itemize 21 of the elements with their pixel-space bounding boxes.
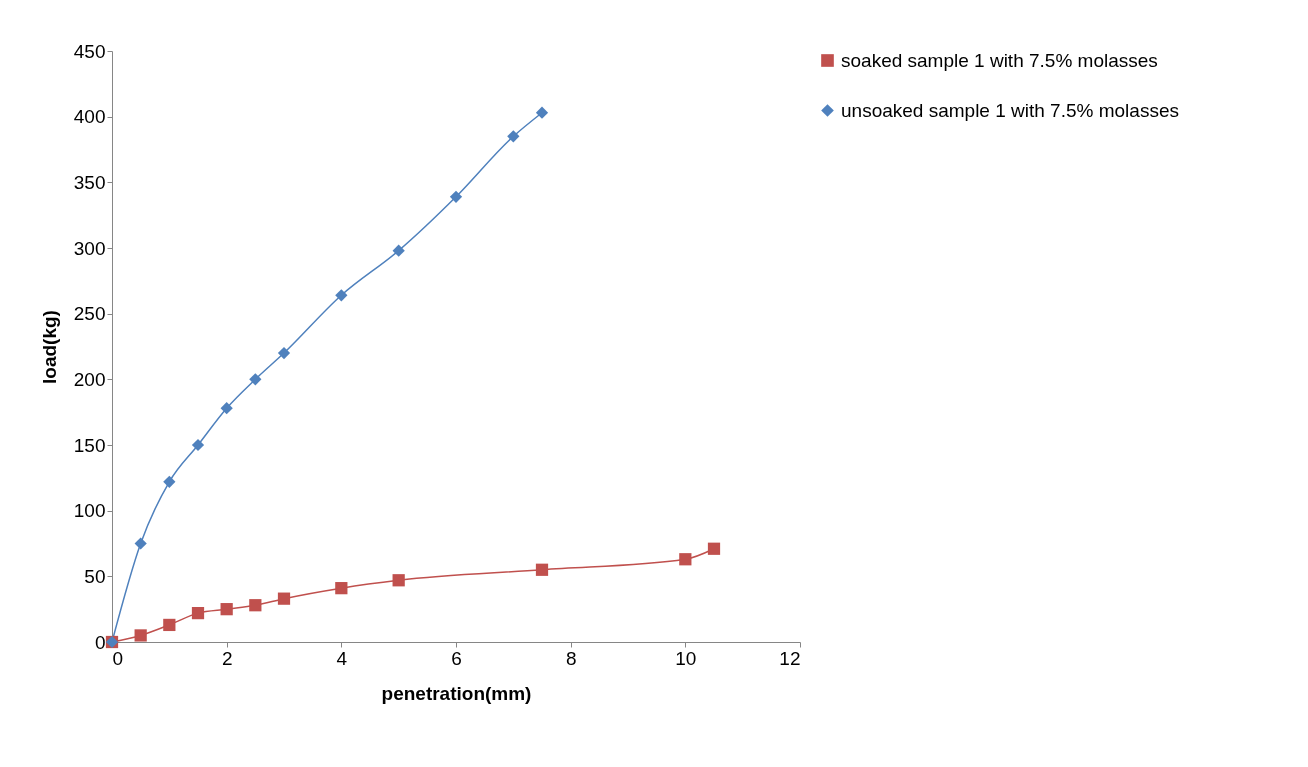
x-tick-label: 12 xyxy=(779,647,801,669)
x-tick-label: 2 xyxy=(221,647,233,669)
x-tick-label: 0 xyxy=(112,647,124,669)
legend-label: unsoaked sample 1 with 7.5% molasses xyxy=(841,99,1179,121)
x-tick-label: 4 xyxy=(336,647,348,669)
x-tick-label: 8 xyxy=(565,647,577,669)
x-tick-label: 10 xyxy=(675,647,697,669)
y-tick-label: 300 xyxy=(73,237,106,259)
y-tick-label: 200 xyxy=(73,368,106,390)
y-tick-label: 400 xyxy=(73,106,106,128)
y-tick-label: 350 xyxy=(73,171,106,193)
y-tick-label: 100 xyxy=(73,500,106,522)
legend-label: soaked sample 1 with 7.5% molasses xyxy=(841,49,1158,71)
y-tick-label: 450 xyxy=(73,40,106,62)
x-tick-label: 6 xyxy=(451,647,462,669)
x-axis-title: penetration(mm) xyxy=(381,682,532,704)
y-tick-label: 250 xyxy=(73,303,106,325)
y-tick-label: 150 xyxy=(73,434,106,456)
y-tick-label: 50 xyxy=(84,565,106,587)
y-axis-title: load(kg) xyxy=(38,310,60,384)
y-tick-label: 0 xyxy=(94,631,106,653)
